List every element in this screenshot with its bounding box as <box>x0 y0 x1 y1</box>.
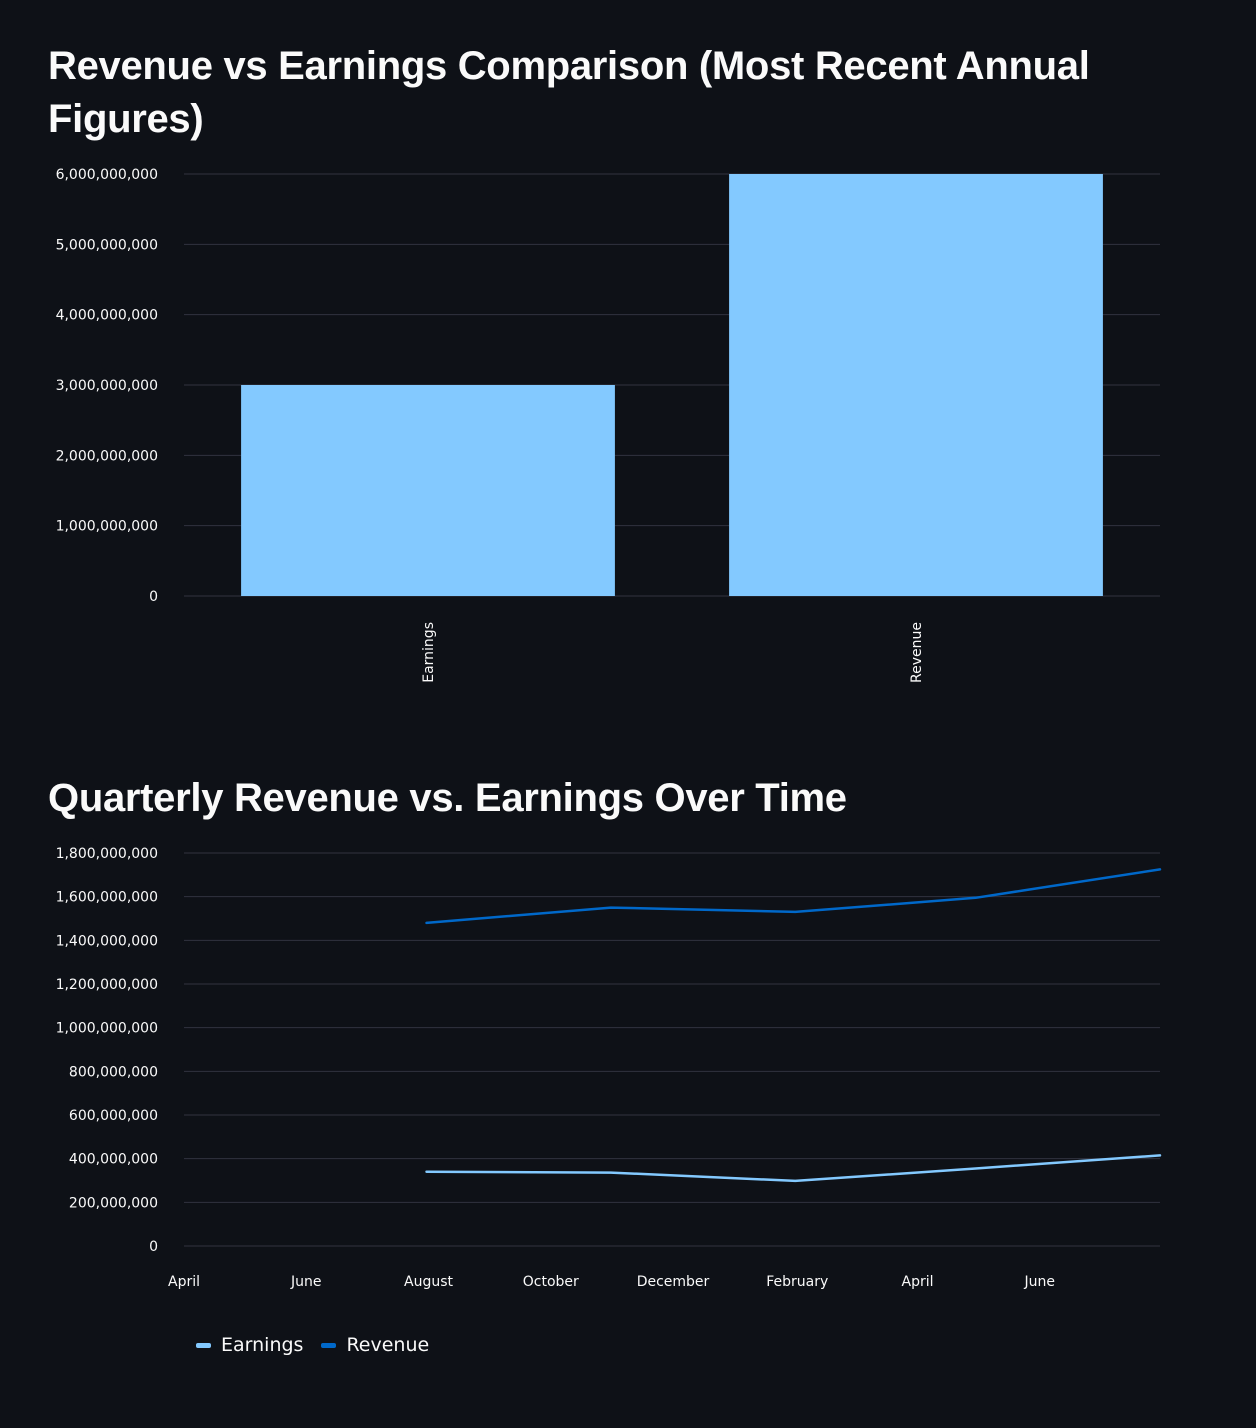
x-tick-label: Earnings <box>421 622 437 683</box>
legend-label-earnings: Earnings <box>221 1334 304 1356</box>
x-tick-label: June <box>290 1274 322 1290</box>
y-tick-label: 1,200,000,000 <box>56 977 158 993</box>
x-tick-label: April <box>168 1274 200 1290</box>
y-tick-label: 1,800,000,000 <box>56 846 158 862</box>
y-tick-label: 1,000,000,000 <box>56 519 158 535</box>
bar-revenue <box>729 174 1103 596</box>
legend-item-revenue[interactable]: Revenue <box>321 1334 429 1356</box>
bar-chart-title: Revenue vs Earnings Comparison (Most Rec… <box>48 44 1090 141</box>
legend-swatch-earnings <box>196 1342 211 1348</box>
y-tick-label: 600,000,000 <box>69 1108 158 1124</box>
x-tick-label: February <box>766 1274 828 1290</box>
line-chart-legend: Earnings Revenue <box>196 1334 429 1356</box>
y-tick-label: 1,600,000,000 <box>56 890 158 906</box>
x-tick-label: June <box>1024 1274 1056 1290</box>
y-tick-label: 400,000,000 <box>69 1152 158 1168</box>
y-tick-label: 4,000,000,000 <box>56 308 158 324</box>
y-tick-label: 0 <box>149 1239 158 1255</box>
y-tick-label: 200,000,000 <box>69 1195 158 1211</box>
quarterly-line-chart: 0 200,000,000 400,000,000 600,000,000 800,00… <box>56 846 1162 1290</box>
series-line-revenue <box>425 868 1162 925</box>
legend-item-earnings[interactable]: Earnings <box>196 1334 303 1356</box>
y-tick-label: 6,000,000,000 <box>56 167 158 183</box>
x-tick-label: Revenue <box>909 622 925 683</box>
series-line-earnings <box>425 1154 1162 1183</box>
legend-label-revenue: Revenue <box>346 1334 430 1356</box>
line-chart-title: Quarterly Revenue vs. Earnings Over Time <box>48 776 847 820</box>
y-tick-label: 0 <box>149 589 158 605</box>
x-tick-label: April <box>902 1274 934 1290</box>
y-tick-label: 1,000,000,000 <box>56 1021 158 1037</box>
y-tick-label: 1,400,000,000 <box>56 933 158 949</box>
y-tick-label: 5,000,000,000 <box>56 237 158 253</box>
x-tick-label: August <box>404 1274 454 1290</box>
x-tick-label: December <box>637 1274 710 1290</box>
x-tick-label: October <box>523 1274 579 1290</box>
y-tick-label: 3,000,000,000 <box>56 378 158 394</box>
y-tick-label: 800,000,000 <box>69 1064 158 1080</box>
bar-earnings <box>241 385 615 596</box>
annual-comparison-bar-chart: 0 1,000,000,000 2,000,000,000 3,000,000,000… <box>56 167 1160 683</box>
legend-swatch-revenue <box>321 1342 337 1348</box>
y-tick-label: 2,000,000,000 <box>56 448 158 464</box>
